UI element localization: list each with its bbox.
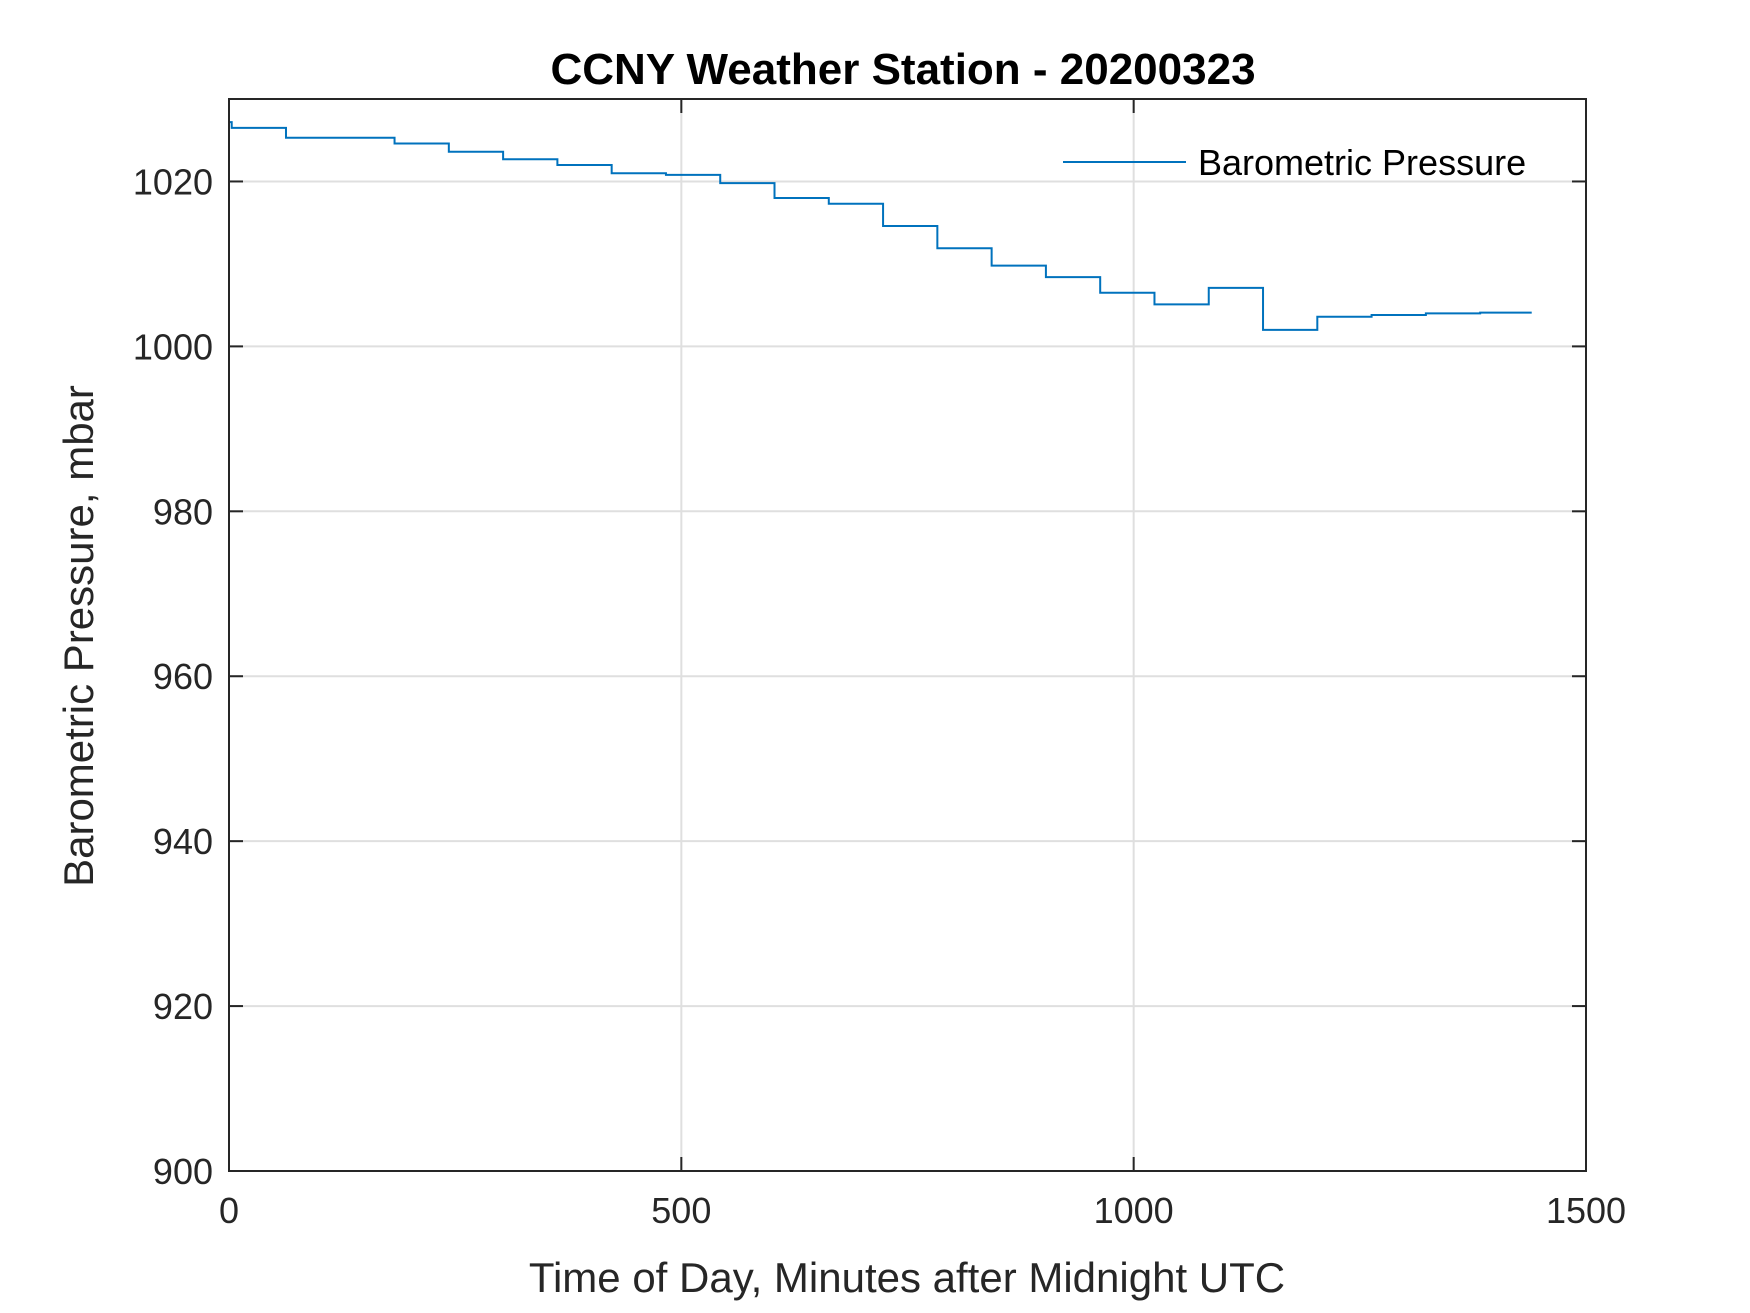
y-tick-label: 980 (153, 491, 213, 532)
y-tick-label: 960 (153, 656, 213, 697)
y-tick-label: 1020 (133, 161, 213, 202)
x-tick-label: 1000 (1094, 1190, 1174, 1231)
x-axis-label: Time of Day, Minutes after Midnight UTC (529, 1254, 1285, 1301)
series-line-barometric-pressure (229, 121, 1532, 331)
series-layer (229, 121, 1532, 331)
y-tick-label: 920 (153, 986, 213, 1027)
grid-lines (228, 99, 1587, 1172)
legend: Barometric Pressure (1063, 142, 1526, 183)
y-tick-label: 900 (153, 1151, 213, 1192)
x-tick-label: 0 (219, 1190, 239, 1231)
tick-labels: 0 500 1000 1500 900 920 940 960 980 1000 1020 (133, 161, 1626, 1231)
x-tick-label: 500 (651, 1190, 711, 1231)
y-tick-label: 1000 (133, 326, 213, 367)
legend-label: Barometric Pressure (1198, 142, 1526, 183)
x-tick-label: 1500 (1546, 1190, 1626, 1231)
y-tick-label: 940 (153, 821, 213, 862)
chart-title: CCNY Weather Station - 20200323 (550, 45, 1255, 94)
axis-ticks (228, 99, 1587, 1172)
plot-frame (228, 98, 1587, 1172)
y-axis-label: Barometric Pressure, mbar (55, 385, 102, 887)
